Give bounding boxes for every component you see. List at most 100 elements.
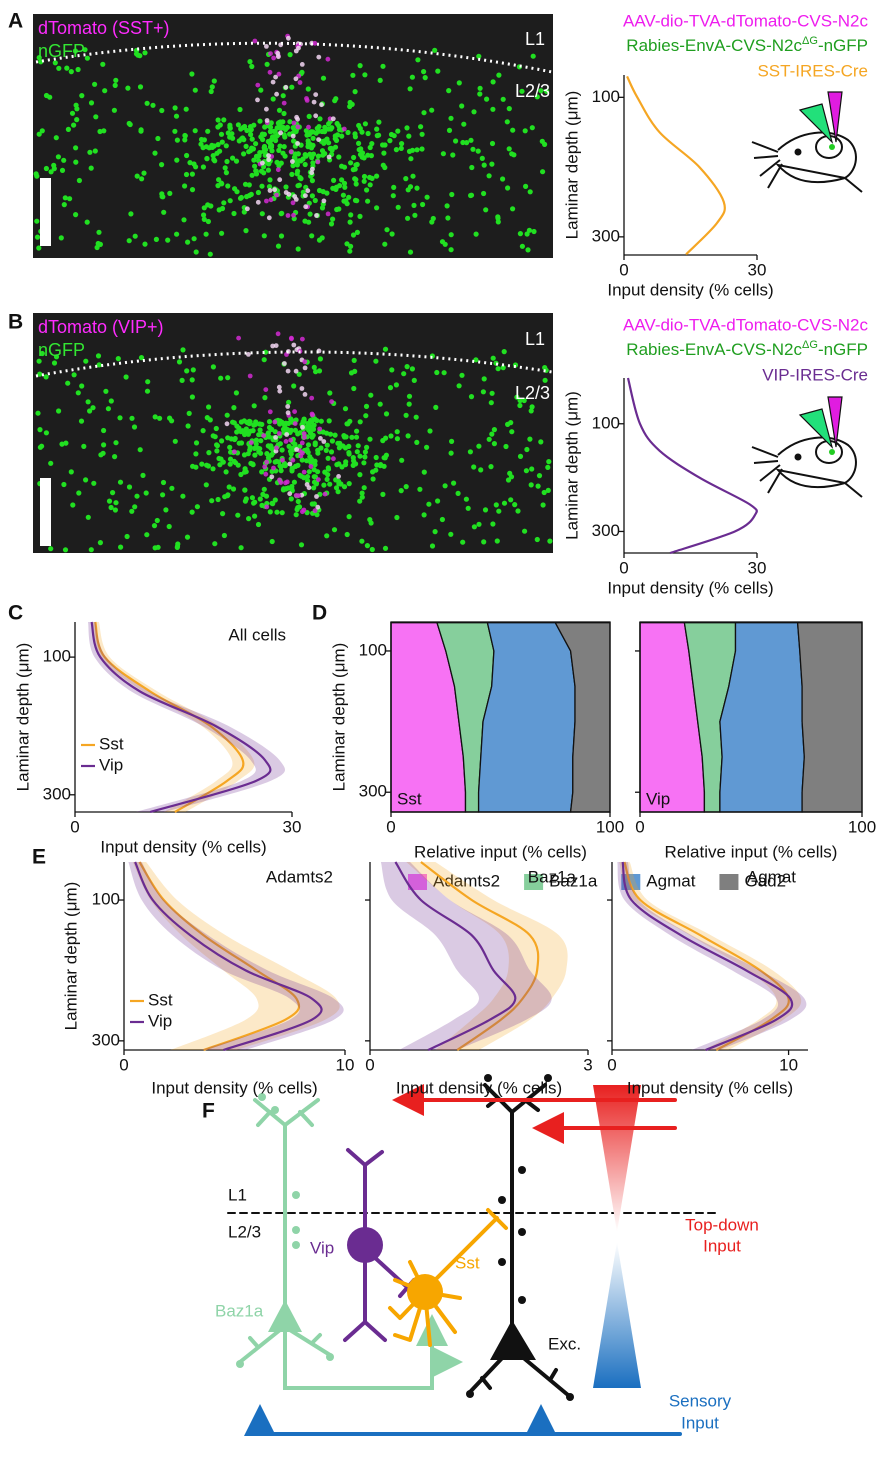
cell-dot [290, 200, 296, 206]
cell-dot [521, 397, 527, 404]
cell-dot [287, 461, 293, 467]
cell-dot [73, 212, 79, 218]
cell-dot [384, 227, 390, 233]
cell-dot [310, 135, 316, 141]
cell-dot [233, 390, 239, 396]
cell-dot [43, 374, 49, 380]
cell-dot [62, 195, 68, 201]
cell-dot [341, 484, 348, 490]
cell-dot [61, 157, 67, 163]
x-axis-label: Input density (% cells) [151, 1078, 317, 1097]
cell-dot [74, 117, 80, 123]
cell-dot [206, 404, 212, 410]
cell-dot [249, 63, 255, 70]
cell-dot [448, 247, 454, 253]
cell-dot [369, 175, 375, 181]
cell-dot [394, 514, 400, 521]
cell-dot [488, 464, 494, 470]
cell-dot [67, 196, 73, 202]
cell-dot [321, 482, 327, 488]
cell-dot [268, 51, 273, 56]
cell-dot [113, 500, 119, 506]
cell-dot [274, 91, 279, 97]
cell-dot [284, 124, 290, 130]
cell-dot [222, 494, 228, 500]
cell-dot [201, 212, 207, 218]
cell-dot [333, 96, 339, 102]
cell-dot [302, 392, 308, 397]
cell-dot [306, 469, 312, 475]
cell-dot [286, 191, 292, 197]
cell-dot [63, 440, 69, 446]
cell-dot [246, 352, 251, 357]
legend-swatch [408, 874, 427, 890]
cell-dot [477, 91, 483, 97]
cell-dot [312, 40, 318, 46]
line [394, 861, 517, 1051]
cell-dot [352, 166, 358, 172]
cell-dot [426, 501, 432, 507]
x-axis-label: Relative input (% cells) [414, 842, 587, 861]
subplot-title: Baz1a [528, 867, 577, 886]
line [138, 861, 301, 1052]
cell-dot [528, 408, 534, 414]
cell-dot [209, 84, 215, 90]
cell-dot [495, 219, 501, 225]
stacked-area [796, 622, 863, 813]
cell-dot [357, 63, 363, 69]
cell-dot [374, 173, 380, 179]
cell-dot [266, 424, 273, 431]
cell-dot [407, 249, 414, 255]
cell-dot [189, 71, 195, 77]
cell-dot [325, 211, 331, 217]
cell-dot [529, 404, 535, 410]
cell-dot [527, 436, 533, 442]
cell-dot [88, 547, 94, 553]
cell-dot [227, 444, 233, 450]
cell-dot [448, 450, 454, 456]
cell-dot [540, 169, 546, 175]
cell-dot [278, 130, 283, 136]
cell-dot [219, 438, 225, 444]
cell-dot [362, 449, 368, 455]
cell-dot [100, 61, 106, 67]
cell-dot [538, 88, 544, 94]
cell-dot [201, 137, 207, 143]
cell-dot [59, 167, 66, 173]
cell-dot [490, 521, 496, 527]
cell-dot [510, 127, 516, 133]
x-tick-label: 0 [70, 817, 79, 836]
cell-dot [108, 504, 114, 511]
cell-dot [331, 527, 338, 533]
cell-dot [218, 131, 225, 137]
cell-dot [228, 436, 234, 442]
cell-dot [51, 166, 57, 172]
cell-dot [276, 147, 282, 153]
cell-dot [512, 502, 518, 508]
cell-dot [255, 199, 261, 205]
cell-dot [490, 106, 496, 112]
cell-dot [496, 508, 502, 514]
cell-dot [204, 415, 210, 421]
cell-dot [260, 491, 266, 497]
cell-dot [266, 153, 271, 159]
legend-label: Gad2 [744, 871, 786, 890]
cell-dot [233, 158, 240, 164]
cell-dot [203, 482, 209, 488]
cell-dot [318, 445, 324, 451]
cell-dot [232, 449, 237, 455]
cell-dot [225, 183, 231, 189]
cell-dot [129, 508, 135, 514]
cell-dot [356, 147, 362, 153]
cell-dot [377, 77, 383, 83]
cell-dot [339, 163, 345, 169]
cell-dot [387, 138, 393, 144]
cell-dot [359, 538, 365, 544]
cell-dot [97, 128, 103, 135]
cell-dot [540, 502, 546, 508]
cell-dot [157, 415, 163, 421]
cell-dot [293, 368, 299, 374]
cell-dot [269, 500, 275, 506]
cell-dot [389, 367, 395, 373]
cell-dot [274, 192, 279, 198]
